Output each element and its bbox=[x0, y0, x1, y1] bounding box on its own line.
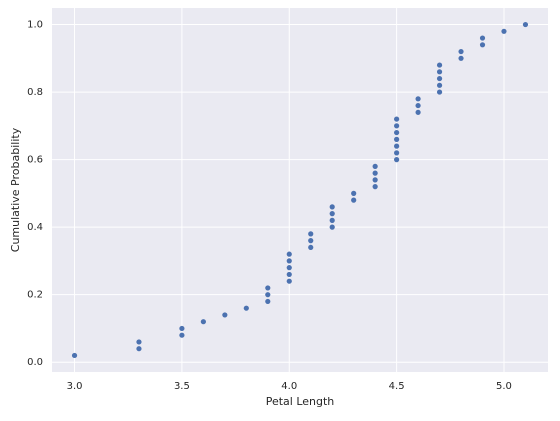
point bbox=[394, 157, 400, 163]
x-tick-label: 3.5 bbox=[174, 381, 190, 392]
point bbox=[329, 211, 335, 217]
point bbox=[372, 177, 378, 183]
point bbox=[394, 129, 400, 136]
point bbox=[394, 143, 400, 149]
point bbox=[351, 197, 357, 203]
point bbox=[286, 265, 292, 271]
point bbox=[308, 231, 314, 237]
point bbox=[71, 352, 78, 359]
point bbox=[286, 258, 292, 264]
point bbox=[436, 82, 443, 88]
point bbox=[179, 332, 185, 338]
point bbox=[458, 48, 464, 55]
y-tick-label: 0.4 bbox=[27, 222, 43, 233]
point bbox=[394, 136, 400, 142]
point bbox=[265, 285, 271, 291]
point bbox=[479, 35, 486, 41]
point bbox=[329, 204, 335, 210]
point bbox=[479, 42, 486, 48]
point bbox=[286, 271, 292, 278]
point bbox=[436, 75, 443, 82]
point bbox=[372, 184, 378, 190]
point bbox=[415, 102, 421, 109]
y-tick-label: 0.0 bbox=[27, 357, 43, 368]
point bbox=[200, 319, 206, 325]
x-tick-label: 5.0 bbox=[496, 381, 512, 392]
x-tick-label: 3.0 bbox=[67, 381, 83, 392]
point bbox=[394, 123, 400, 129]
plot-area bbox=[52, 8, 548, 372]
point bbox=[458, 55, 464, 61]
point bbox=[329, 224, 335, 230]
point bbox=[136, 339, 142, 345]
y-tick-label: 1.0 bbox=[27, 20, 43, 31]
point bbox=[308, 244, 314, 251]
point bbox=[415, 96, 421, 102]
point bbox=[372, 170, 378, 176]
point bbox=[501, 28, 507, 34]
point bbox=[136, 346, 142, 352]
point bbox=[372, 163, 378, 169]
point bbox=[415, 109, 421, 115]
point bbox=[436, 89, 443, 95]
point bbox=[436, 62, 443, 68]
point bbox=[436, 69, 443, 75]
point bbox=[286, 278, 292, 284]
point bbox=[265, 292, 271, 298]
point bbox=[308, 238, 314, 244]
point bbox=[265, 298, 271, 305]
x-tick-label: 4.5 bbox=[389, 381, 405, 392]
x-axis-label: Petal Length bbox=[266, 395, 335, 408]
y-axis-label: Cumulative Probability bbox=[9, 127, 22, 252]
y-tick-label: 0.6 bbox=[27, 155, 43, 166]
point bbox=[179, 325, 185, 332]
point bbox=[222, 312, 228, 318]
point bbox=[394, 116, 400, 122]
point bbox=[522, 21, 529, 28]
x-tick-label: 4.0 bbox=[281, 381, 297, 392]
point bbox=[351, 190, 357, 196]
point bbox=[243, 305, 249, 311]
point bbox=[394, 150, 400, 156]
y-tick-label: 0.2 bbox=[27, 290, 43, 301]
point bbox=[329, 217, 335, 223]
y-tick-label: 0.8 bbox=[27, 87, 43, 98]
point bbox=[286, 251, 292, 257]
